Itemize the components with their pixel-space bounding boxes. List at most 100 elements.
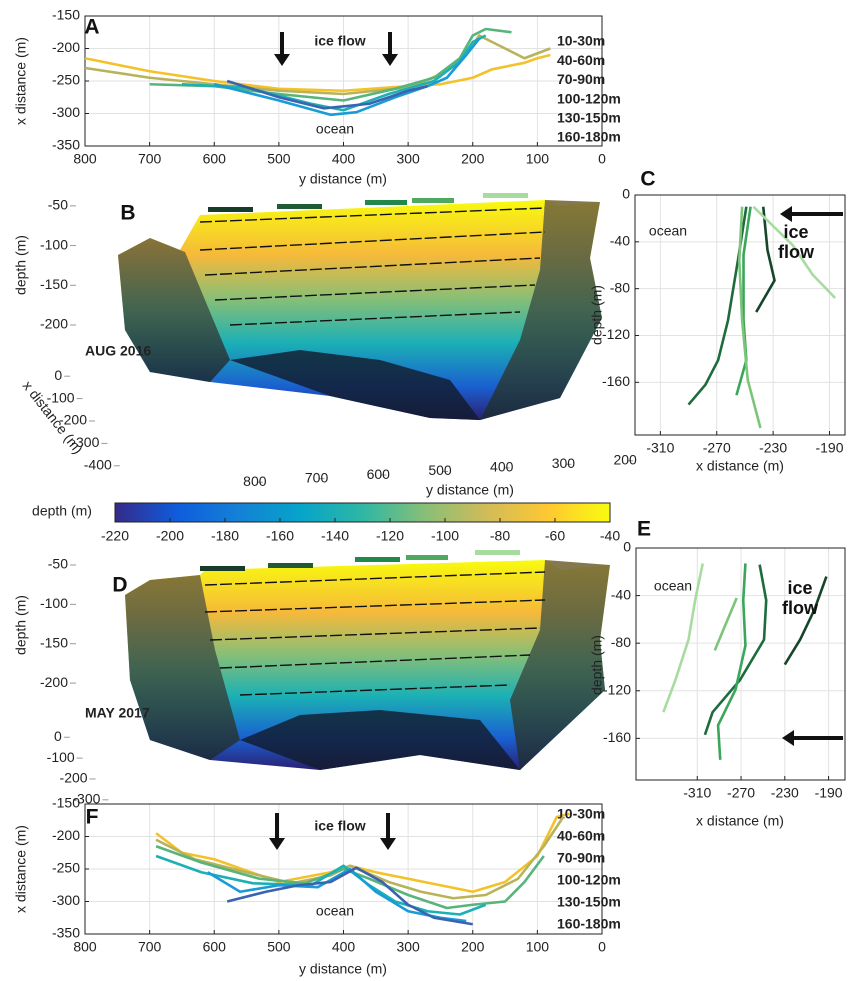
x-tick-label: 600: [203, 939, 227, 955]
x-tick-label: 300: [396, 939, 420, 955]
y-tick-label: -300: [52, 892, 80, 908]
y-axis-label: x distance (m): [13, 825, 29, 913]
legend-entry: 130-150m: [557, 110, 621, 126]
annotation: ice flow: [782, 578, 818, 618]
series-line: [662, 563, 705, 713]
legend-entry: 160-180m: [557, 916, 621, 932]
annotation: ocean: [654, 578, 692, 594]
x-axis-label: x distance (m): [696, 458, 784, 474]
y-tick-label: -250: [52, 72, 80, 88]
x-tick-label: 0: [598, 151, 606, 167]
y-tick-label: -300: [52, 104, 80, 120]
annotation: ice flow: [314, 818, 365, 834]
legend-entry: 100-120m: [557, 90, 621, 106]
annotation: ocean: [316, 121, 354, 137]
x-tick-label: 100: [526, 151, 550, 167]
y-tick-label: 0: [622, 186, 630, 202]
y-tick-label: -350: [52, 925, 80, 941]
x-axis-label: y distance (m): [299, 961, 387, 977]
panel-label: F: [86, 806, 99, 829]
y-tick-label: -150: [52, 7, 80, 23]
series-line: [226, 866, 473, 926]
y-tick-label: 400: [490, 459, 514, 475]
x-tick-label: -270: [703, 440, 731, 456]
y-tick-label: 0: [623, 539, 631, 555]
x-tick-label: -190: [815, 785, 843, 801]
y-tick-label: -120: [602, 326, 630, 342]
y-tick-label: 800: [243, 473, 267, 489]
x-tick-label: -310: [646, 440, 674, 456]
y-axis-label: y distance (m): [426, 482, 514, 498]
y-tick-label: -200: [52, 39, 80, 55]
colorbar-tick-label: -200: [156, 528, 184, 544]
legend-entry: 40-60m: [557, 828, 605, 844]
x-tick-label: -100: [47, 389, 75, 405]
y-tick-label: 600: [367, 466, 391, 482]
z-tick-label: -150: [40, 634, 68, 650]
y-tick-label: -200: [52, 827, 80, 843]
colorbar-tick-label: -220: [101, 528, 129, 544]
y-tick-label: -150: [52, 795, 80, 811]
colorbar: [114, 502, 611, 523]
y-tick-label: 200: [613, 451, 637, 467]
colorbar-tick-label: -80: [490, 528, 510, 544]
series-line: [84, 53, 551, 93]
x-tick-label: -230: [771, 785, 799, 801]
plot-frame: [635, 547, 846, 781]
series-line: [703, 564, 768, 736]
panel-label: E: [637, 518, 651, 541]
x-tick-label: 600: [203, 151, 227, 167]
legend-entry: 70-90m: [557, 71, 605, 87]
x-tick-label: 700: [138, 939, 162, 955]
legend-entry: 130-150m: [557, 894, 621, 910]
x-tick-label: 500: [267, 939, 291, 955]
y-axis-label: depth (m): [589, 285, 605, 345]
series-line: [149, 27, 512, 102]
x-tick-label: 300: [396, 151, 420, 167]
x-tick-label: 500: [267, 151, 291, 167]
x-tick-label: -300: [71, 434, 99, 450]
x-tick-label: 800: [73, 939, 97, 955]
series-line: [752, 205, 837, 299]
y-tick-label: -80: [611, 634, 631, 650]
panel-label: C: [640, 168, 655, 191]
annotation: ocean: [649, 223, 687, 239]
y-tick-label: -80: [610, 279, 630, 295]
x-tick-label: -270: [727, 785, 755, 801]
x-tick-label: 700: [138, 151, 162, 167]
date-label: MAY 2017: [85, 705, 150, 721]
annotation: ice flow: [314, 33, 365, 49]
plot-frame: [84, 803, 603, 935]
x-tick-label: 400: [332, 939, 356, 955]
y-axis-label: depth (m): [589, 635, 605, 695]
x-tick-label: 0: [54, 728, 62, 744]
x-tick-label: 800: [73, 151, 97, 167]
series-line: [155, 816, 565, 900]
x-tick-label: -230: [759, 440, 787, 456]
legend-entry: 10-30m: [557, 33, 605, 49]
y-axis-label: x distance (m): [13, 37, 29, 125]
plot-frame: [634, 194, 846, 436]
z-tick-label: -100: [40, 236, 68, 252]
y-tick-label: -120: [603, 681, 631, 697]
legend-entry: 160-180m: [557, 129, 621, 145]
series-line: [213, 37, 481, 117]
y-tick-label: 500: [428, 462, 452, 478]
colorbar-tick-label: -120: [376, 528, 404, 544]
colorbar-tick-label: -60: [545, 528, 565, 544]
x-tick-label: 400: [332, 151, 356, 167]
x-tick-label: -100: [47, 749, 75, 765]
arrow-head: [269, 838, 285, 850]
annotation: ice flow: [778, 222, 814, 262]
date-label: AUG 2016: [85, 343, 151, 359]
z-tick-label: -50: [48, 556, 68, 572]
y-tick-label: -160: [602, 373, 630, 389]
z-axis-label: depth (m): [13, 595, 29, 655]
series-line: [755, 206, 776, 313]
x-tick-label: 0: [598, 939, 606, 955]
y-tick-label: 700: [305, 469, 329, 485]
surface-b: [118, 193, 602, 420]
y-tick-label: 300: [552, 455, 576, 471]
z-tick-label: -100: [40, 595, 68, 611]
panel-label: D: [112, 574, 127, 597]
